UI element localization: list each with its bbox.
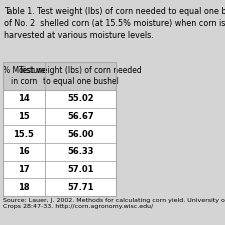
FancyBboxPatch shape	[3, 90, 116, 108]
Text: 55.02: 55.02	[68, 94, 94, 103]
Text: 15: 15	[18, 112, 30, 121]
Text: 56.67: 56.67	[68, 112, 94, 121]
Text: 57.01: 57.01	[68, 165, 94, 174]
Text: Test weight (lbs) of corn needed
to equal one bushel: Test weight (lbs) of corn needed to equa…	[19, 66, 142, 86]
FancyBboxPatch shape	[3, 143, 116, 161]
Text: 57.71: 57.71	[68, 183, 94, 192]
Text: 56.33: 56.33	[68, 147, 94, 156]
Text: 17: 17	[18, 165, 30, 174]
FancyBboxPatch shape	[3, 178, 116, 196]
Text: 14: 14	[18, 94, 30, 103]
FancyBboxPatch shape	[3, 5, 116, 62]
Text: % Moisture
in corn: % Moisture in corn	[2, 66, 45, 86]
Text: 16: 16	[18, 147, 30, 156]
FancyBboxPatch shape	[3, 161, 116, 178]
Text: 15.5: 15.5	[14, 130, 34, 139]
FancyBboxPatch shape	[3, 108, 116, 125]
FancyBboxPatch shape	[3, 125, 116, 143]
Text: 56.00: 56.00	[68, 130, 94, 139]
FancyBboxPatch shape	[3, 62, 116, 90]
Text: Source: Lauer, J. 2002. Methods for calculating corn yield. University of Wiscon: Source: Lauer, J. 2002. Methods for calc…	[3, 198, 225, 209]
Text: Table 1. Test weight (lbs) of corn needed to equal one bushel
of No. 2  shelled : Table 1. Test weight (lbs) of corn neede…	[4, 7, 225, 40]
Text: 18: 18	[18, 183, 30, 192]
